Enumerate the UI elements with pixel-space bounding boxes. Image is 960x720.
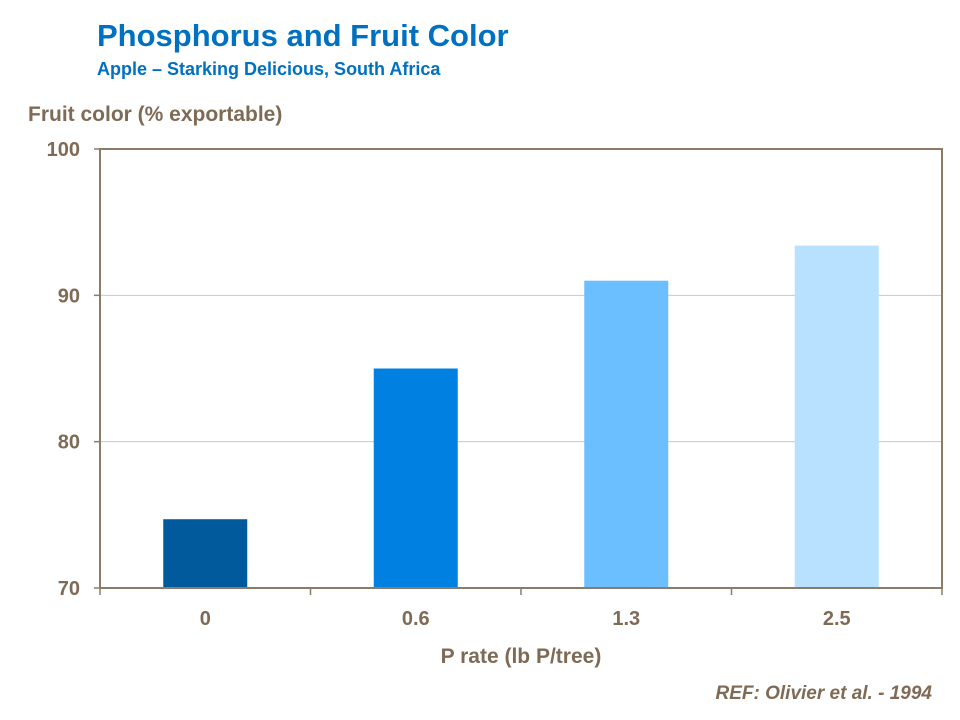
y-tick-label: 90 bbox=[58, 285, 80, 307]
x-tick-label: 2.5 bbox=[823, 608, 851, 630]
tick-labels: 70 80 90 100 0 0.6 1.3 2.5 bbox=[47, 139, 851, 630]
bar bbox=[163, 519, 248, 588]
y-axis-label: Fruit color (% exportable) bbox=[28, 103, 283, 126]
y-tick-label: 100 bbox=[47, 139, 80, 161]
axes bbox=[94, 148, 943, 595]
x-axis-label: P rate (lb P/tree) bbox=[440, 645, 602, 668]
bar-chart: 70 80 90 100 0 0.6 1.3 2.5 bbox=[47, 139, 943, 630]
x-tick-label: 0 bbox=[200, 608, 211, 630]
bar bbox=[373, 368, 458, 588]
bar bbox=[794, 245, 879, 588]
chart-subtitle: Apple – Starking Delicious, South Africa bbox=[97, 59, 441, 79]
bars bbox=[163, 245, 879, 588]
y-tick-label: 70 bbox=[58, 578, 80, 600]
bar bbox=[584, 280, 669, 588]
x-tick-label: 1.3 bbox=[612, 608, 640, 630]
x-tick-label: 0.6 bbox=[402, 608, 430, 630]
y-tick-label: 80 bbox=[58, 432, 80, 454]
reference-note: REF: Olivier et al. - 1994 bbox=[715, 683, 932, 704]
chart-title: Phosphorus and Fruit Color bbox=[97, 18, 509, 53]
